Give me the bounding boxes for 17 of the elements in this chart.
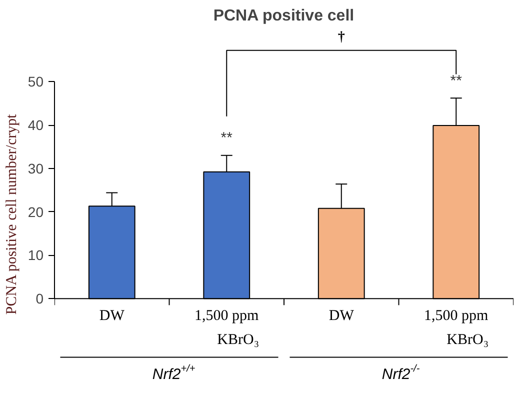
- text: Nrf2-/-: [382, 364, 420, 384]
- y-tick-label: 10: [28, 247, 44, 264]
- y-tick-label: 30: [28, 160, 44, 176]
- text: †: [338, 30, 345, 45]
- y-tick-label: 40: [28, 117, 44, 134]
- y-tick-label: 50: [28, 74, 44, 90]
- x-tick-label: DW: [328, 308, 355, 324]
- y-axis-title: PCNA positive cell number/crypt: [4, 113, 20, 315]
- y-tick-label: 0: [36, 290, 44, 307]
- x-tick-label: DW: [99, 308, 126, 324]
- chart-title: PCNA positive cell: [213, 8, 354, 24]
- text: Nrf2+/+: [152, 364, 196, 384]
- data-label: **: [450, 72, 462, 90]
- x-tick-label: 1,500 ppm KBrO₃: [194, 308, 260, 348]
- y-tick-label: 20: [28, 204, 44, 220]
- data-label: **: [220, 130, 233, 147]
- x-tick-label: 1,500 ppm KBrO₃: [424, 308, 489, 348]
